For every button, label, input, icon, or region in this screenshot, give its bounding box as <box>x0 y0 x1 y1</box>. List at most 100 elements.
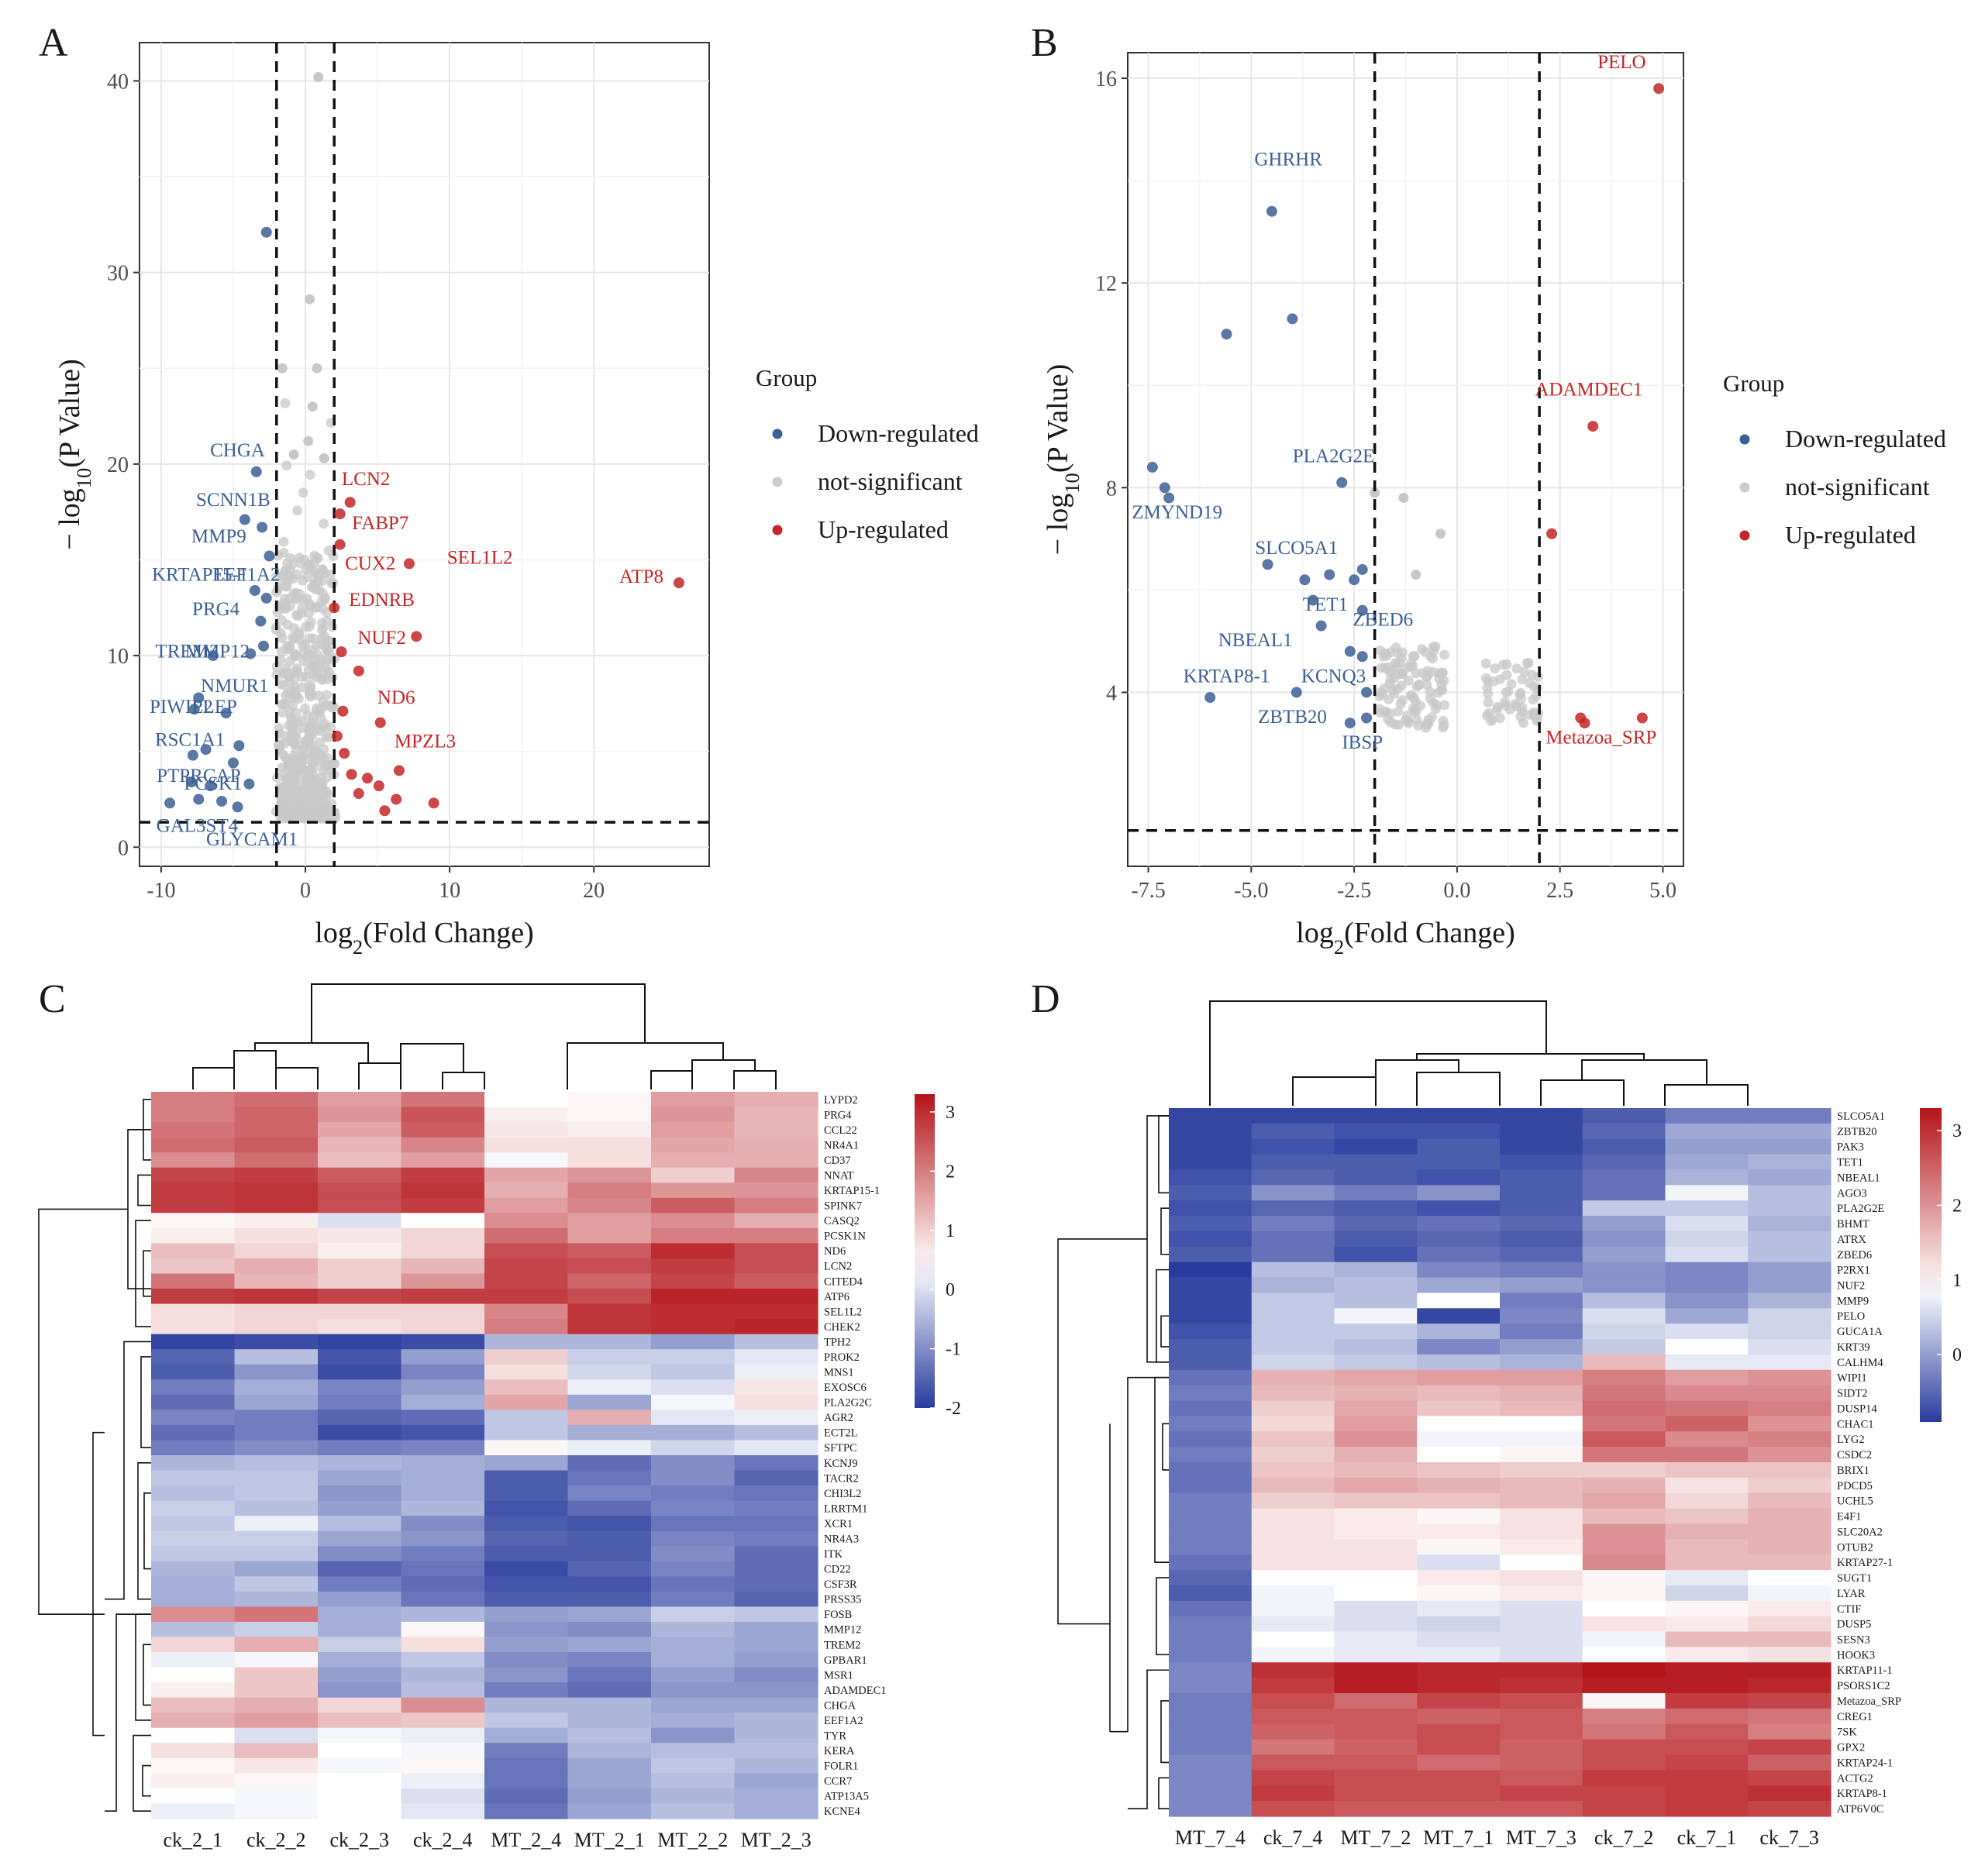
heatmap-cell <box>567 1576 652 1592</box>
not-significant-point <box>1501 700 1511 711</box>
heatmap-cell <box>734 1213 818 1229</box>
heatmap-cell <box>234 1137 319 1153</box>
heatmap-cell <box>1251 1154 1335 1171</box>
heatmap-cell <box>484 1258 569 1275</box>
heatmap-cell <box>234 1410 319 1426</box>
gene-label: MPZL3 <box>395 731 456 752</box>
heatmap-cell <box>484 1167 569 1183</box>
heatmap-cell <box>567 1500 652 1516</box>
color-scale-bar <box>1920 1108 1942 1422</box>
heatmap-cell <box>1417 1523 1501 1540</box>
heatmap-cell <box>318 1712 402 1729</box>
not-significant-point <box>281 641 292 652</box>
row-label: CHI3L2 <box>824 1488 861 1500</box>
heatmap-cell <box>318 1757 402 1774</box>
heatmap-cell <box>234 1652 319 1668</box>
heatmap-cell <box>318 1410 402 1426</box>
not-significant-point <box>307 401 318 412</box>
heatmap-cell <box>401 1667 485 1683</box>
up-regulated-point <box>374 717 386 728</box>
gene-label: ND6 <box>377 687 415 708</box>
heatmap-cell <box>1748 1200 1832 1217</box>
heatmap-cell <box>567 1122 652 1138</box>
heatmap-cell <box>151 1712 236 1729</box>
heatmap-cell <box>318 1197 402 1213</box>
heatmap-cell <box>1582 1570 1666 1586</box>
heatmap-cell <box>1169 1585 1253 1602</box>
not-significant-point <box>312 667 322 678</box>
legend-entry-label: Down-regulated <box>818 419 979 447</box>
heatmap-cell <box>401 1455 485 1472</box>
heatmap-cell <box>1251 1416 1335 1432</box>
row-label: SLC20A2 <box>1837 1526 1883 1538</box>
row-label: CHEK2 <box>824 1321 860 1334</box>
heatmap-cell <box>234 1516 319 1532</box>
column-label: MT_2_4 <box>491 1829 561 1851</box>
heatmap-cell <box>734 1440 818 1456</box>
x-tick-label: -5.0 <box>1234 879 1268 903</box>
gene-label: EDNRB <box>349 590 415 611</box>
heatmap-cell <box>1748 1385 1832 1402</box>
heatmap-cell <box>1500 1739 1583 1756</box>
heatmap-cell <box>1500 1123 1583 1140</box>
heatmap-cell <box>651 1137 736 1153</box>
heatmap-cell <box>484 1303 569 1320</box>
row-dendrogram <box>38 1098 151 1812</box>
not-significant-point <box>1405 690 1416 701</box>
panel-letter-D: D <box>1031 977 1060 1021</box>
not-significant-point <box>302 754 313 765</box>
heatmap-cell <box>1334 1523 1418 1540</box>
heatmap-cell <box>1334 1231 1418 1248</box>
gene-label: MMP9 <box>191 526 246 547</box>
heatmap-cell <box>401 1470 485 1486</box>
heatmap-cell <box>1748 1492 1832 1509</box>
heatmap-cell <box>734 1576 818 1592</box>
heatmap-cell <box>1251 1185 1335 1201</box>
down-regulated-point <box>1344 718 1356 729</box>
heatmap-cell <box>401 1606 485 1623</box>
not-significant-point <box>1519 666 1530 677</box>
heatmap-cell <box>318 1334 402 1350</box>
heatmap-cell <box>734 1530 818 1547</box>
heatmap-cell <box>567 1424 652 1441</box>
heatmap-cell <box>1251 1616 1335 1633</box>
column-label: MT_2_3 <box>741 1829 812 1851</box>
down-regulated-point <box>1361 687 1373 698</box>
heatmap-cell <box>1334 1600 1418 1617</box>
dendrogram-branch <box>1156 1268 1169 1363</box>
not-significant-point <box>323 731 334 742</box>
heatmap-cell <box>734 1652 818 1668</box>
heatmap-cell <box>1748 1539 1832 1555</box>
heatmap-cell <box>1500 1324 1583 1340</box>
heatmap-cell <box>1417 1508 1501 1525</box>
heatmap-cell <box>567 1227 652 1244</box>
not-significant-point <box>324 635 335 646</box>
heatmap-cell <box>567 1137 652 1153</box>
heatmap-cell <box>234 1243 319 1259</box>
heatmap-cell <box>1251 1693 1335 1709</box>
gene-label: SLCO5A1 <box>1255 538 1338 559</box>
row-label: DUSP5 <box>1837 1619 1871 1631</box>
not-significant-point <box>315 724 326 735</box>
dendrogram-branch <box>358 1062 401 1089</box>
row-label: KRTAP27-1 <box>1837 1557 1893 1569</box>
column-label: ck_7_3 <box>1759 1826 1819 1849</box>
heatmap-cell <box>1334 1324 1418 1340</box>
heatmap-cell <box>484 1727 569 1743</box>
not-significant-point <box>319 790 330 801</box>
heatmap-cell <box>1251 1600 1335 1617</box>
dendrogram-branch <box>1160 1315 1169 1348</box>
heatmap-cell <box>401 1364 485 1380</box>
heatmap-cell <box>151 1243 236 1259</box>
down-regulated-point <box>207 650 219 662</box>
heatmap-cell <box>651 1606 736 1623</box>
gene-label: NBEAL1 <box>1218 630 1293 651</box>
heatmap-cell <box>1582 1770 1666 1786</box>
row-label: PSORS1C2 <box>1837 1680 1890 1692</box>
heatmap-cell <box>1334 1416 1418 1432</box>
heatmap-cell <box>401 1349 485 1365</box>
down-regulated-point <box>216 795 228 807</box>
heatmap-cell <box>1334 1462 1418 1478</box>
heatmap-cell <box>484 1137 569 1153</box>
heatmap-cell <box>1334 1308 1418 1324</box>
